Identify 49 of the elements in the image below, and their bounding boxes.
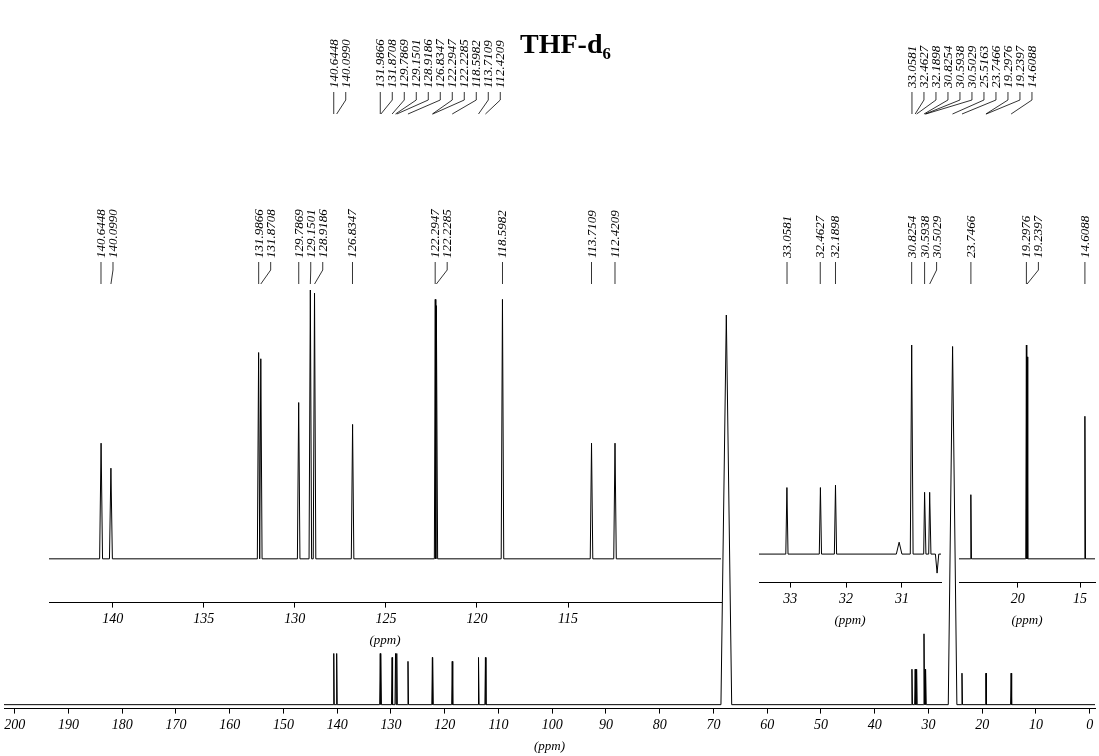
x-tick-label: 140 <box>102 610 124 626</box>
x-tick-label: 150 <box>272 716 294 732</box>
x-axis-title: (ppm) <box>1011 611 1043 627</box>
x-tick-label: 31 <box>893 590 909 606</box>
x-tick-label: 70 <box>706 716 721 732</box>
x-tick-label: 125 <box>375 610 397 626</box>
annotation: 126.8347 <box>344 208 360 258</box>
annotation: 140.6448 <box>93 208 108 258</box>
annotation: 140.0990 <box>105 208 120 258</box>
x-tick-label: 120 <box>466 610 488 626</box>
x-tick-label: 130 <box>380 716 402 732</box>
x-tick-label: 40 <box>867 716 882 732</box>
x-axis-title: (ppm) <box>834 611 866 627</box>
x-tick-label: 135 <box>193 610 215 626</box>
x-tick-label: 15 <box>1073 590 1088 606</box>
x-axis-title: (ppm) <box>369 631 401 647</box>
annotation: 113.7109 <box>583 209 599 258</box>
x-tick-label: 20 <box>975 716 990 732</box>
annotation: 112.4209 <box>606 209 622 258</box>
x-tick-label: 0 <box>1086 716 1094 732</box>
x-tick-label: 120 <box>434 716 456 732</box>
x-tick-label: 180 <box>111 716 133 732</box>
annotation: 32.4627 <box>812 215 828 259</box>
x-tick-label: 32 <box>838 590 854 606</box>
x-tick-label: 160 <box>219 716 241 732</box>
x-tick-label: 170 <box>165 716 187 732</box>
x-tick-label: 33 <box>782 590 798 606</box>
annotation: 23.7466 <box>962 215 978 258</box>
x-tick-label: 50 <box>813 716 828 732</box>
x-tick-label: 130 <box>284 610 306 626</box>
x-tick-label: 110 <box>488 716 509 732</box>
chart-title: THF-d₆ <box>520 28 611 60</box>
annotation: 30.8254 <box>903 215 919 259</box>
x-tick-label: 80 <box>652 716 667 732</box>
x-tick-label: 90 <box>598 716 613 732</box>
x-tick-label: 20 <box>1010 590 1025 606</box>
x-tick-label: 10 <box>1028 716 1043 732</box>
x-tick-label: 190 <box>57 716 79 732</box>
x-tick-label: 200 <box>4 716 26 732</box>
annotation: 32.1898 <box>827 215 843 259</box>
x-axis-title: (ppm) <box>533 737 566 753</box>
x-tick-label: 140 <box>326 716 348 732</box>
annotation: 33.0581 <box>779 215 795 259</box>
x-tick-label: 100 <box>541 716 563 732</box>
annotation: 14.6088 <box>1076 215 1092 258</box>
x-tick-label: 30 <box>920 716 936 732</box>
x-tick-label: 115 <box>558 610 579 626</box>
annotation: 118.5982 <box>494 209 510 258</box>
x-tick-label: 60 <box>760 716 775 732</box>
